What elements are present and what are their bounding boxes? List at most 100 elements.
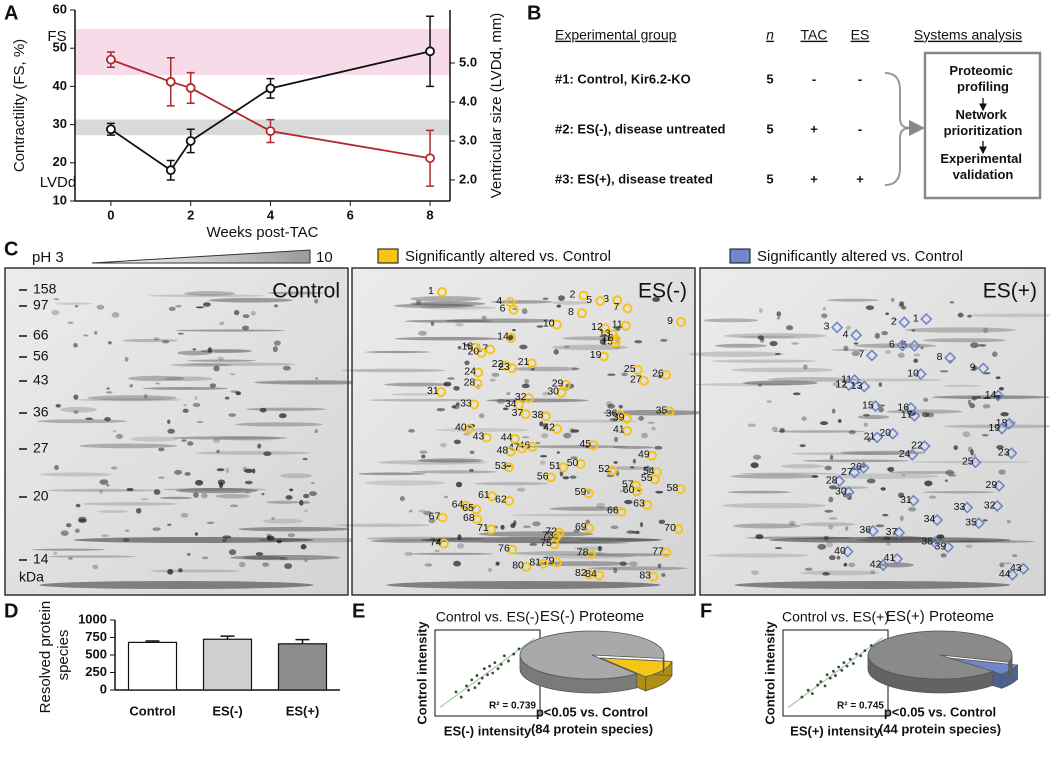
mw-unit: kDa <box>19 569 44 585</box>
data-point <box>425 153 435 164</box>
mw-label: 20 <box>33 488 49 504</box>
gel-streak <box>377 460 487 465</box>
gel-spot <box>539 421 544 427</box>
gel-spot <box>655 490 664 494</box>
gel-spot <box>167 568 174 575</box>
gel-streak <box>830 348 869 352</box>
spot-marker <box>585 548 596 559</box>
data-point <box>165 165 176 176</box>
bar <box>277 643 328 691</box>
gel-spot <box>162 340 170 344</box>
spot-label: 26 <box>652 368 664 380</box>
gel-streak <box>149 569 241 573</box>
spot-label: 53 <box>495 460 507 472</box>
spot-marker <box>552 423 563 434</box>
panel-label: F <box>700 600 712 622</box>
spot-marker <box>551 557 562 568</box>
spot-label: 49 <box>638 448 650 460</box>
gel-streak <box>445 318 560 323</box>
gel-spot <box>453 439 461 445</box>
gel-spot <box>843 345 849 351</box>
gel-spot <box>419 450 428 454</box>
gel-spot <box>539 460 546 465</box>
gel-spot <box>1006 519 1011 524</box>
reference-band <box>75 29 450 75</box>
gel-spot <box>106 484 110 487</box>
gel-spot <box>892 318 899 321</box>
scatter-point <box>806 688 810 692</box>
spot-marker <box>575 458 586 469</box>
gel-spot <box>194 395 198 401</box>
spot-marker <box>600 323 611 334</box>
gel-spot <box>779 428 785 433</box>
gel-spot <box>596 502 606 509</box>
gel-spot <box>878 406 884 413</box>
data-point <box>106 124 116 135</box>
spot-marker <box>848 466 861 479</box>
spot-label: 37 <box>886 526 898 538</box>
spot-label: 13 <box>851 380 863 392</box>
gel-streak <box>230 554 341 561</box>
spot-label: 35 <box>656 404 668 416</box>
spot-label: 12 <box>591 321 603 333</box>
gel-spot <box>524 378 530 385</box>
gel-spot <box>303 493 310 499</box>
spot-label: 28 <box>826 474 838 486</box>
gel-spot <box>999 562 1005 568</box>
gel-spot <box>512 329 516 332</box>
spot-marker <box>503 462 514 473</box>
spot-marker <box>918 440 931 453</box>
spot-label: 19 <box>590 349 602 361</box>
scatter-point <box>477 681 481 685</box>
gel-spot <box>233 310 240 316</box>
gel-spot <box>207 347 213 353</box>
gel-spot <box>216 449 220 454</box>
gel-spot <box>923 397 929 402</box>
gel-spot <box>153 337 160 341</box>
gel-spot <box>828 525 834 530</box>
gel-spot <box>863 413 870 417</box>
spot-label: 60 <box>623 484 635 496</box>
gel-spot <box>939 370 949 373</box>
spot-label: 81 <box>529 557 541 569</box>
bar <box>202 638 253 691</box>
spot-label: 42 <box>543 422 555 434</box>
spot-marker <box>598 351 609 362</box>
gel-streak <box>922 491 996 494</box>
gel-streak <box>548 419 637 423</box>
gel-spot <box>901 473 906 477</box>
spot-label: 7 <box>858 349 864 361</box>
gel-spot <box>200 492 208 499</box>
r-squared: R² = 0.739 <box>489 701 536 712</box>
gel-spot <box>209 383 217 388</box>
gel-spot <box>124 529 130 532</box>
gel-spot <box>418 509 426 513</box>
spot-marker <box>908 339 921 352</box>
gel-spot <box>184 472 191 476</box>
gel-spot <box>532 521 541 527</box>
spot-label: 39 <box>613 412 625 424</box>
gel-spot <box>92 564 99 570</box>
spot-label: 44 <box>999 568 1011 580</box>
table-cell: + <box>856 171 864 186</box>
gel-spot <box>747 423 757 428</box>
gel-spot <box>822 307 827 311</box>
gel-spot <box>73 342 78 348</box>
gel-spot <box>820 421 829 426</box>
error-bar <box>145 640 160 643</box>
gel-streak <box>341 368 446 373</box>
gel-streak <box>739 472 837 475</box>
gel-spot <box>181 439 187 442</box>
gel-spot <box>774 547 783 550</box>
gel-spot <box>99 479 109 485</box>
gel-streak <box>612 445 654 449</box>
spot-label: 6 <box>500 303 506 315</box>
gel-spot <box>599 338 606 345</box>
slice-label: p<0.05 vs. Control <box>884 704 996 719</box>
y-tick-label: 500 <box>85 646 107 661</box>
gel-streak <box>967 313 1050 318</box>
series-label: LVDd <box>40 174 76 191</box>
scatter-point <box>512 652 516 656</box>
table-cell: #3: ES(+), disease treated <box>555 171 713 186</box>
spot-marker <box>661 547 672 558</box>
